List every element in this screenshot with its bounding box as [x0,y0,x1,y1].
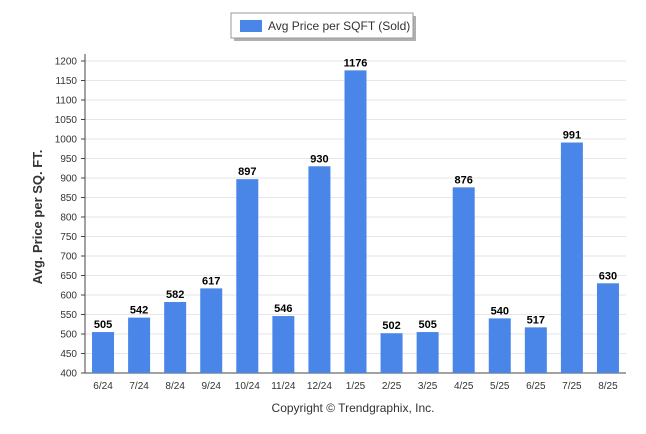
data-label: 542 [130,305,148,317]
data-label: 582 [166,289,184,301]
y-tick-label: 1100 [55,96,77,107]
bar-1-25 [344,70,367,374]
bar-9-24 [200,288,223,373]
y-axis-title: Avg. Price per SQ. FT. [30,150,45,285]
bar-3-25 [416,332,439,373]
data-label: 617 [202,275,220,287]
y-tick-label: 600 [60,291,77,302]
bar-5-25 [488,318,511,373]
bar-11-24 [272,316,295,373]
x-tick-label: 8/24 [165,381,185,392]
y-tick-label: 400 [60,369,77,380]
legend-swatch [240,20,262,32]
bars [92,70,619,374]
x-tick-label: 12/24 [307,381,332,392]
x-tick-label: 4/25 [454,381,474,392]
y-tick-label: 900 [60,174,77,185]
data-label: 517 [527,314,545,326]
data-label: 502 [382,320,400,332]
y-tick-label: 1050 [55,115,78,126]
x-axis-ticks: 6/24 7/24 8/24 9/24 10/24 11/24 12/24 1/25 2/25 3… [93,381,618,392]
data-label: 876 [455,174,473,186]
y-tick-label: 750 [60,232,77,243]
copyright-footer: Copyright © Trendgraphix, Inc. [272,401,435,415]
x-tick-label: 10/24 [235,381,260,392]
y-tick-label: 1200 [55,57,78,68]
y-tick-label: 850 [60,193,77,204]
bar-10-24 [236,179,259,373]
bar-2-25 [380,333,403,373]
x-tick-label: 8/25 [598,381,618,392]
y-tick-label: 450 [60,349,77,360]
legend: Avg Price per SQFT (Sold) [230,12,416,41]
bar-7-25 [560,142,583,373]
y-tick-label: 500 [60,330,77,341]
x-tick-label: 5/25 [490,381,510,392]
x-tick-label: 11/24 [271,381,296,392]
bar-8-24 [164,302,187,373]
y-tick-label: 550 [60,310,77,321]
y-tick-label: 1150 [55,76,77,87]
y-tick-label: 1000 [55,135,78,146]
y-tick-label: 650 [60,271,77,282]
bar-6-25 [524,327,547,373]
bar-4-25 [452,187,475,373]
y-tick-label: 700 [60,252,77,263]
bar-12-24 [308,166,331,373]
legend-label: Avg Price per SQFT (Sold) [268,19,410,33]
bar-7-24 [128,317,151,373]
data-label: 930 [310,153,328,165]
data-label: 505 [94,319,112,331]
y-tick-label: 800 [60,213,77,224]
x-tick-label: 7/25 [562,381,582,392]
bar-6-24 [92,332,115,373]
data-label: 897 [238,166,256,178]
x-tick-label: 1/25 [346,381,366,392]
x-tick-label: 6/25 [526,381,546,392]
data-label: 991 [563,130,581,142]
x-tick-label: 3/25 [418,381,438,392]
x-tick-label: 7/24 [129,381,149,392]
x-tick-label: 6/24 [93,381,113,392]
data-label: 630 [599,270,617,282]
bar-8-25 [596,283,619,373]
x-tick-label: 2/25 [382,381,402,392]
data-label: 540 [491,305,509,317]
data-label: 546 [274,303,292,315]
data-label: 1176 [344,57,368,69]
y-tick-label: 950 [60,154,77,165]
data-label: 505 [418,319,436,331]
x-tick-label: 9/24 [201,381,221,392]
data-labels: 505 542 582 617 897 546 930 1176 502 505 876 540 517… [94,57,617,332]
y-axis-ticks: 400 450 500 550 600 650 700 750 800 850 900 950 1000… [55,57,85,380]
